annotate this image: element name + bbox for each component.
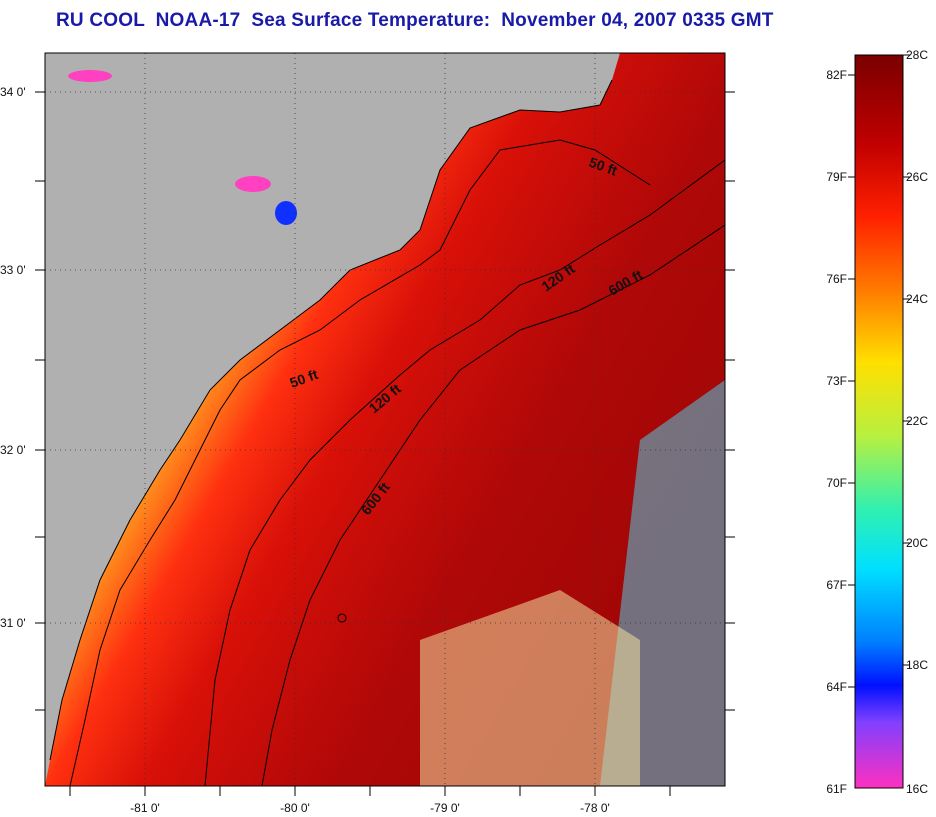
bathymetry-feature — [337, 613, 347, 623]
inland-lake — [68, 70, 112, 82]
cb-c-28: 28C — [906, 48, 928, 62]
graticule — [45, 53, 725, 786]
cb-f-61: 61F — [826, 782, 847, 796]
cb-f-73: 73F — [826, 374, 847, 388]
cb-c-20: 20C — [906, 536, 928, 550]
lon-label-80: -80 0' — [280, 801, 310, 815]
land-mass — [45, 53, 620, 786]
lat-label-34: 34 0' — [0, 85, 26, 99]
contour-50ft — [69, 139, 651, 786]
cb-f-82: 82F — [826, 68, 847, 82]
cb-c-22: 22C — [906, 414, 928, 428]
colorbar-ticks — [848, 54, 910, 688]
cloud-noise-south — [420, 590, 640, 786]
lon-label-78: -78 0' — [580, 801, 610, 815]
lon-label-81: -81 0' — [130, 801, 160, 815]
lat-label-33: 33 0' — [0, 263, 26, 277]
cb-c-16: 16C — [906, 782, 928, 796]
inland-lake — [275, 201, 297, 225]
map-frame — [44, 52, 726, 787]
cb-f-70: 70F — [826, 476, 847, 490]
coastline — [49, 79, 613, 761]
lat-label-32: 32 0' — [0, 443, 26, 457]
cb-f-67: 67F — [826, 578, 847, 592]
lon-label-79: -79 0' — [430, 801, 460, 815]
contour-120ft — [204, 159, 725, 786]
map-area: 50 ft 50 ft 120 ft 120 ft 600 ft 600 ft — [45, 53, 725, 786]
temperature-colorbar — [854, 54, 904, 789]
cb-f-79: 79F — [826, 170, 847, 184]
map-title: RU COOL NOAA-17 Sea Surface Temperature:… — [56, 10, 774, 31]
cb-f-76: 76F — [826, 272, 847, 286]
cb-c-26: 26C — [906, 170, 928, 184]
inland-lake — [235, 176, 271, 192]
cb-c-24: 24C — [906, 292, 928, 306]
axis-ticks — [35, 91, 735, 796]
cb-c-18: 18C — [906, 658, 928, 672]
lat-label-31: 31 0' — [0, 616, 26, 630]
cb-f-64: 64F — [826, 680, 847, 694]
